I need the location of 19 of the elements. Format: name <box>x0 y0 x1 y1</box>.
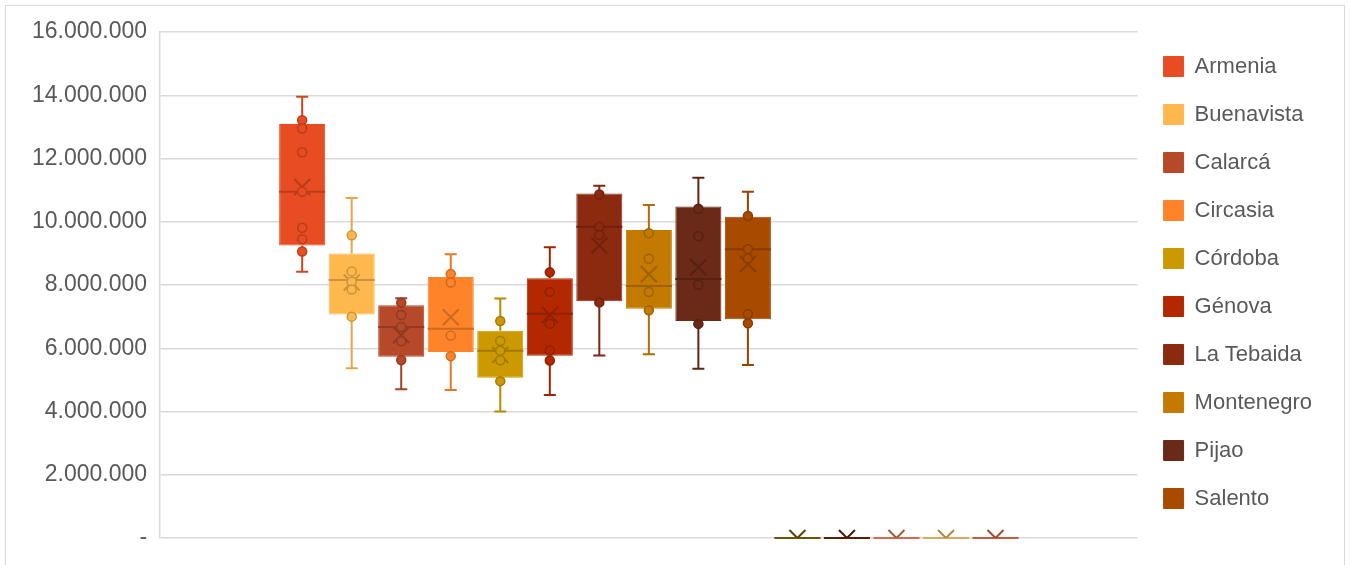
y-tick-label: 6.000.000 <box>44 333 148 360</box>
legend-label: Salento <box>1194 484 1270 510</box>
y-tick-label: 8.000.000 <box>44 270 148 297</box>
legend-label: Montenegro <box>1194 388 1313 414</box>
legend-label: Génova <box>1194 292 1273 318</box>
y-tick-label: 16.000.000 <box>31 17 148 44</box>
legend-label: Buenavista <box>1194 100 1305 126</box>
y-tick-label: 12.000.000 <box>31 143 148 170</box>
legend-label: Armenia <box>1194 52 1278 78</box>
legend-label: Córdoba <box>1194 244 1280 270</box>
y-tick-label: 4.000.000 <box>44 396 148 423</box>
legend-label: Calarcá <box>1194 148 1272 174</box>
y-tick-label: 14.000.000 <box>31 80 148 107</box>
y-tick-label: 10.000.000 <box>31 207 148 234</box>
legend-label: La Tebaida <box>1194 340 1303 366</box>
legend-label: Pijao <box>1194 436 1244 462</box>
y-tick-label: 2.000.000 <box>44 460 148 487</box>
y-tick-label: - <box>139 523 148 550</box>
legend-label: Circasia <box>1194 196 1275 222</box>
